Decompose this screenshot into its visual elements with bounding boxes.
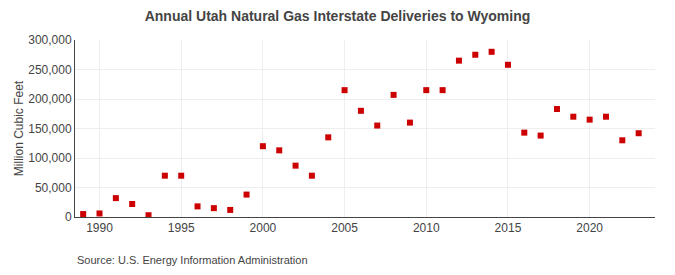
- svg-text:Annual Utah Natural Gas Inters: Annual Utah Natural Gas Interstate Deliv…: [145, 8, 531, 24]
- svg-text:150,000: 150,000: [28, 122, 72, 136]
- svg-text:Million Cubic Feet: Million Cubic Feet: [12, 80, 26, 176]
- svg-text:250,000: 250,000: [28, 63, 72, 77]
- svg-text:2020: 2020: [576, 221, 603, 235]
- svg-text:1995: 1995: [168, 221, 195, 235]
- svg-text:2010: 2010: [413, 221, 440, 235]
- svg-text:0: 0: [65, 210, 72, 224]
- svg-text:100,000: 100,000: [28, 151, 72, 165]
- svg-text:2000: 2000: [250, 221, 277, 235]
- svg-text:2005: 2005: [331, 221, 358, 235]
- svg-text:50,000: 50,000: [35, 181, 72, 195]
- svg-text:2015: 2015: [495, 221, 522, 235]
- svg-text:1990: 1990: [86, 221, 113, 235]
- svg-text:Source: U.S. Energy Informatio: Source: U.S. Energy Information Administ…: [77, 254, 308, 266]
- svg-text:300,000: 300,000: [28, 33, 72, 47]
- svg-text:200,000: 200,000: [28, 92, 72, 106]
